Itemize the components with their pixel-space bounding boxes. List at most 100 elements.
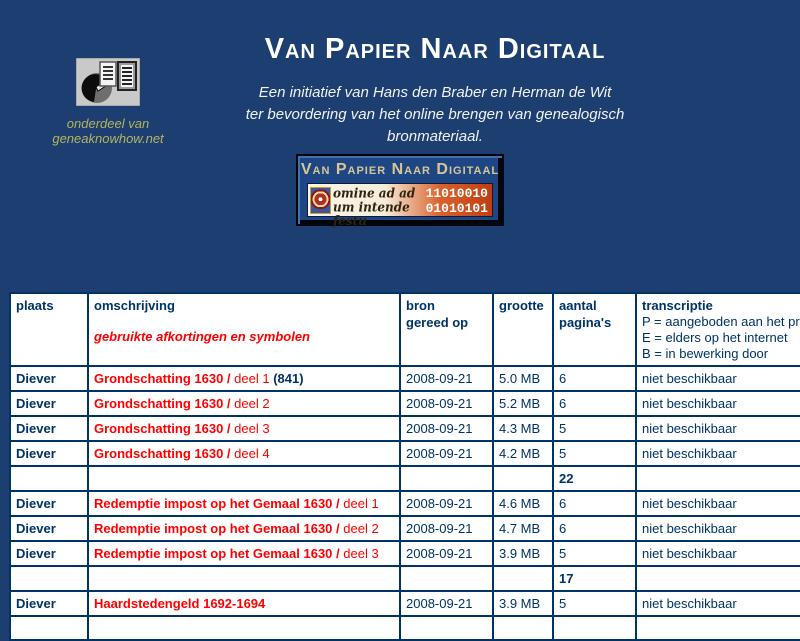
aantal-cell: 6: [552, 390, 637, 417]
record-link[interactable]: Redemptie impost op het Gemaal 1630 /: [94, 546, 340, 561]
plaats-cell: [9, 565, 89, 592]
record-link[interactable]: Redemptie impost op het Gemaal 1630 /: [94, 521, 340, 536]
table-header-row: plaats omschrijving gebruikte afkortinge…: [9, 292, 800, 367]
transcriptie-cell: niet beschikbaar: [635, 515, 800, 542]
omschrijving-cell: Redemptie impost op het Gemaal 1630 / de…: [87, 490, 401, 517]
plaats-cell: Diever: [9, 490, 89, 517]
afkortingen-link[interactable]: gebruikte afkortingen en symbolen: [94, 329, 310, 344]
deel-link[interactable]: deel 1: [339, 496, 379, 511]
omschrijving-cell: [87, 615, 401, 641]
transcriptie-cell: niet beschikbaar: [635, 365, 800, 392]
col-header-transcriptie: transcriptie P = aangeboden aan het pro …: [635, 292, 800, 367]
aantal-cell: 5: [552, 540, 637, 567]
transcriptie-cell: [635, 465, 800, 492]
aantal-cell: [552, 615, 637, 641]
transcriptie-cell: [635, 565, 800, 592]
col-header-bron-gereed-op: bron gereed op: [399, 292, 494, 367]
title-block: Van Papier Naar Digitaal Een initiatief …: [70, 0, 800, 148]
record-link[interactable]: Grondschatting 1630 /: [94, 446, 231, 461]
bron-cell: 2008-09-21: [399, 415, 494, 442]
omschrijving-cell: [87, 465, 401, 492]
subtotal-row: 22: [9, 465, 800, 492]
grootte-cell: 4.2 MB: [492, 440, 554, 467]
bron-cell: 2008-09-21: [399, 440, 494, 467]
bron-cell: [399, 465, 494, 492]
transcriptie-cell: niet beschikbaar: [635, 590, 800, 617]
table-row: Diever Grondschatting 1630 / deel 4 2008…: [9, 440, 800, 467]
table-row: Diever Redemptie impost op het Gemaal 16…: [9, 515, 800, 542]
bron-cell: 2008-09-21: [399, 390, 494, 417]
bron-cell: 2008-09-21: [399, 590, 494, 617]
bron-cell: [399, 615, 494, 641]
deel-link[interactable]: deel 3: [339, 546, 379, 561]
plaats-cell: Diever: [9, 590, 89, 617]
omschrijving-cell: Grondschatting 1630 / deel 2: [87, 390, 401, 417]
table-row: Diever Redemptie impost op het Gemaal 16…: [9, 490, 800, 517]
bron-cell: [399, 565, 494, 592]
van-papier-naar-digitaal-banner[interactable]: Van Papier Naar Digitaal omine ad ad um …: [296, 154, 504, 228]
aantal-cell: 6: [552, 365, 637, 392]
plaats-cell: [9, 465, 89, 492]
books-documents-icon: [76, 58, 140, 106]
transcriptie-cell: niet beschikbaar: [635, 540, 800, 567]
col-header-plaats: plaats: [9, 292, 89, 367]
table-row: Diever Grondschatting 1630 / deel 2 2008…: [9, 390, 800, 417]
table-row: Diever Grondschatting 1630 / deel 3 2008…: [9, 415, 800, 442]
omschrijving-cell: Grondschatting 1630 / deel 1 (841): [87, 365, 401, 392]
aantal-cell: 5: [552, 440, 637, 467]
grootte-cell: 5.0 MB: [492, 365, 554, 392]
deel-link[interactable]: deel 1: [230, 371, 274, 386]
col-header-omschrijving: omschrijving gebruikte afkortingen en sy…: [87, 292, 401, 367]
aantal-cell: 6: [552, 515, 637, 542]
omschrijving-cell: Redemptie impost op het Gemaal 1630 / de…: [87, 515, 401, 542]
transcriptie-cell: [635, 615, 800, 641]
table-row: Diever Redemptie impost op het Gemaal 16…: [9, 540, 800, 567]
record-link[interactable]: Haardstedengeld 1692-1694: [94, 596, 266, 611]
grootte-cell: 4.6 MB: [492, 490, 554, 517]
grootte-cell: 3.9 MB: [492, 590, 554, 617]
bron-cell: 2008-09-21: [399, 490, 494, 517]
plaats-cell: Diever: [9, 515, 89, 542]
omschrijving-cell: Haardstedengeld 1692-1694: [87, 590, 401, 617]
table-row: Diever Grondschatting 1630 / deel 1 (841…: [9, 365, 800, 392]
grootte-cell: 4.7 MB: [492, 515, 554, 542]
record-link[interactable]: Grondschatting 1630 /: [94, 396, 231, 411]
grootte-cell: 5.2 MB: [492, 390, 554, 417]
paginas-subtotal: 17: [552, 565, 637, 592]
record-link[interactable]: Grondschatting 1630 /: [94, 371, 231, 386]
geneaknowhow-caption[interactable]: onderdeel van geneaknowhow.net: [52, 116, 164, 146]
bron-cell: 2008-09-21: [399, 540, 494, 567]
transcriptie-cell: niet beschikbaar: [635, 390, 800, 417]
omschrijving-cell: Grondschatting 1630 / deel 3: [87, 415, 401, 442]
geneaknowhow-logo-block[interactable]: onderdeel van geneaknowhow.net: [38, 58, 178, 146]
record-link[interactable]: Redemptie impost op het Gemaal 1630 /: [94, 496, 340, 511]
plaats-cell: Diever: [9, 415, 89, 442]
aantal-cell: 5: [552, 590, 637, 617]
illuminated-initial-icon: [310, 187, 331, 214]
deel-link[interactable]: deel 4: [230, 446, 270, 461]
grootte-cell: [492, 565, 554, 592]
page-title: Van Papier Naar Digitaal: [264, 33, 606, 65]
col-header-grootte: grootte: [492, 292, 554, 367]
paginas-subtotal: 22: [552, 465, 637, 492]
omschrijving-cell: Redemptie impost op het Gemaal 1630 / de…: [87, 540, 401, 567]
plaats-cell: Diever: [9, 390, 89, 417]
plaats-cell: Diever: [9, 540, 89, 567]
deel-link[interactable]: deel 2: [230, 396, 270, 411]
record-link[interactable]: Grondschatting 1630 /: [94, 421, 231, 436]
plaats-cell: Diever: [9, 440, 89, 467]
grootte-cell: [492, 615, 554, 641]
bron-cell: 2008-09-21: [399, 365, 494, 392]
binary-digits: 11010010 01010101: [425, 186, 488, 216]
deel-link[interactable]: deel 2: [339, 521, 379, 536]
banner-title: Van Papier Naar Digitaal: [300, 161, 500, 178]
deel-link[interactable]: deel 3: [230, 421, 270, 436]
grootte-cell: 4.3 MB: [492, 415, 554, 442]
plaats-cell: Diever: [9, 365, 89, 392]
aantal-cell: 6: [552, 490, 637, 517]
table-row-partial: [9, 615, 800, 641]
omschrijving-cell: [87, 565, 401, 592]
page-subtitle: Een initiatief van Hans den Braber en He…: [245, 84, 625, 145]
banner-manuscript-strip: omine ad ad um intende festu 11010010 01…: [307, 183, 493, 228]
table-row: Diever Haardstedengeld 1692-1694 2008-09…: [9, 590, 800, 617]
